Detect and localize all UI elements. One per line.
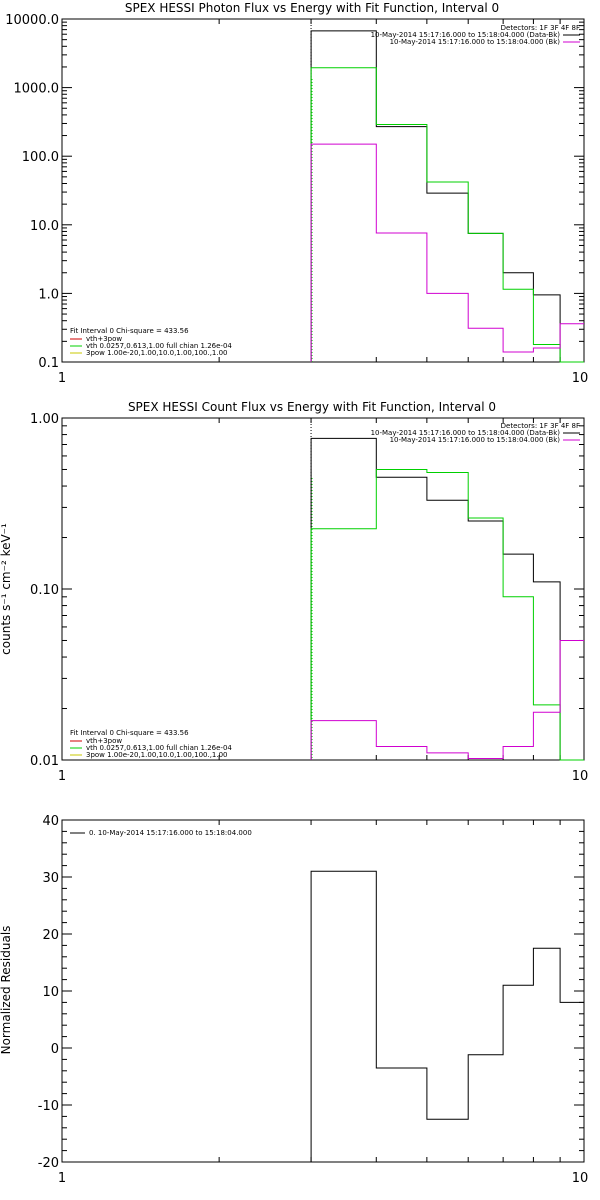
panel2-fit-entry-vth: vth 0.0257,0.613,1.00 full chian 1.26e-0… (86, 744, 232, 752)
series-0-step-line (310, 30, 584, 363)
panel2-title: SPEX HESSI Count Flux vs Energy with Fit… (128, 400, 496, 414)
ytick-label: 0.10 (30, 583, 59, 598)
ytick-label: -20 (38, 1156, 59, 1171)
ytick-label: 10.0 (30, 219, 59, 234)
panel2-fit-entry-3pow: 3pow 1.00e-20,1.00,10.0,1.00,100.,1.00 (86, 751, 228, 759)
ytick-label: 100.0 (22, 150, 59, 165)
series-0-step-line (310, 437, 584, 761)
panel2-legend-entry-data: 10-May-2014 15:17:16.000 to 15:18:04.000… (371, 429, 561, 437)
ytick-label: 1.0 (38, 287, 59, 302)
panel3-ylabel: Normalized Residuals (0, 926, 13, 1055)
panel3-legend: 0. 10-May-2014 15:17:16.000 to 15:18:04.… (70, 829, 252, 837)
photon-flux-panel: SPEX HESSI Photon Flux vs Energy with Fi… (5, 1, 588, 386)
ytick-label: -10 (38, 1099, 59, 1114)
panel1-legend-entry-bk: 10-May-2014 15:17:16.000 to 15:18:04.000… (390, 38, 561, 46)
series-1-step-line (310, 67, 584, 363)
panel1-title: SPEX HESSI Photon Flux vs Energy with Fi… (125, 1, 499, 15)
panel1-legend-entry-data: 10-May-2014 15:17:16.000 to 15:18:04.000… (371, 31, 561, 39)
xtick-label: 10 (572, 371, 589, 386)
xtick-label: 10 (572, 769, 589, 784)
ytick-label: 0.01 (30, 754, 59, 769)
panel2-legend-header: Detectors: 1F 3F 4F 8F (501, 422, 580, 430)
panel1-legend: Detectors: 1F 3F 4F 8F 10-May-2014 15:17… (371, 24, 580, 46)
panel2-frame (61, 417, 585, 761)
panel1-fit-entry-3pow: 3pow 1.00e-20,1.00,10.0,1.00,100.,1.00 (86, 349, 228, 357)
ytick-label: 40 (42, 814, 59, 829)
series-0-step-line (310, 870, 584, 1162)
panel2-legend-entry-bk: 10-May-2014 15:17:16.000 to 15:18:04.000… (390, 436, 561, 444)
series-2-step-line (310, 143, 584, 362)
count-flux-panel: SPEX HESSI Count Flux vs Energy with Fit… (0, 400, 588, 784)
ytick-label: 1000.0 (14, 82, 60, 97)
series-2-step-line (310, 640, 584, 760)
panel1-frame (61, 18, 585, 363)
ytick-label: 0.1 (38, 356, 59, 371)
xtick-label: 1 (58, 769, 66, 784)
ytick-label: 0 (51, 1042, 59, 1057)
panel1-fit-entry-total: vth+3pow (86, 335, 122, 343)
panel2-ylabel: counts s⁻¹ cm⁻² keV⁻¹ (0, 523, 13, 655)
xtick-label: 1 (58, 1171, 66, 1186)
panel1-legend-header: Detectors: 1F 3F 4F 8F (501, 24, 580, 32)
panel3-legend-entry: 0. 10-May-2014 15:17:16.000 to 15:18:04.… (89, 829, 252, 837)
panel1-fit-header: Fit Interval 0 Chi-square = 433.56 (70, 327, 189, 335)
ytick-label: 1.00 (30, 412, 59, 427)
ytick-label: 20 (42, 928, 59, 943)
panel2-fit-entry-total: vth+3pow (86, 737, 122, 745)
panel2-fit-header: Fit Interval 0 Chi-square = 433.56 (70, 729, 189, 737)
ytick-label: 30 (42, 871, 59, 886)
panel2-fit-legend: Fit Interval 0 Chi-square = 433.56 vth+3… (70, 729, 232, 759)
series-1-step-line (310, 469, 584, 761)
panel1-fit-legend: Fit Interval 0 Chi-square = 433.56 vth+3… (70, 327, 232, 357)
xtick-label: 1 (58, 371, 66, 386)
panel2-legend: Detectors: 1F 3F 4F 8F 10-May-2014 15:17… (371, 422, 580, 444)
ytick-label: 10000.0 (5, 13, 59, 28)
ytick-label: 10 (42, 985, 59, 1000)
xtick-label: 10 (572, 1171, 589, 1186)
panel1-fit-entry-vth: vth 0.0257,0.613,1.00 full chian 1.26e-0… (86, 342, 232, 350)
